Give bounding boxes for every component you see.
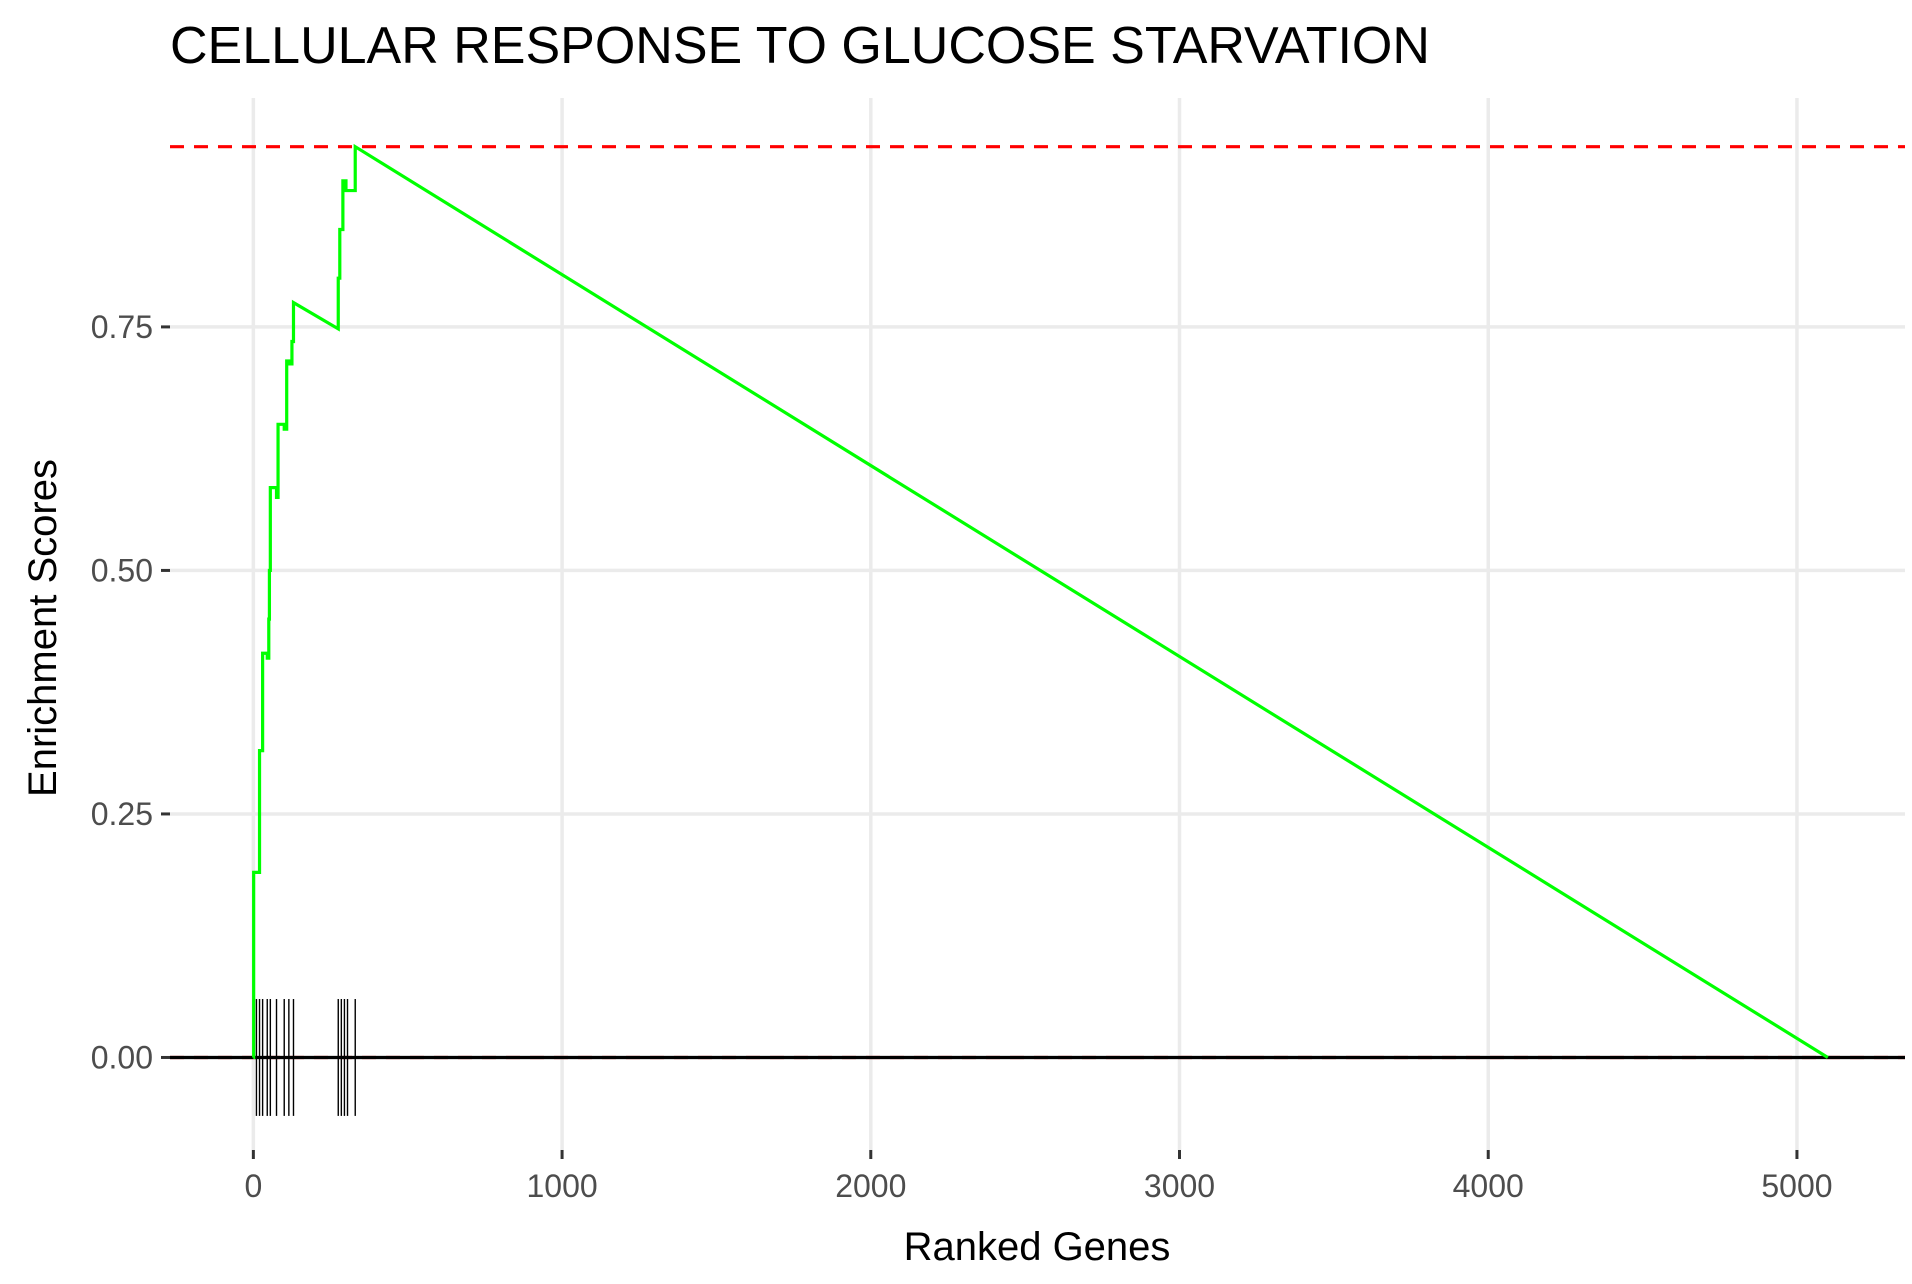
- x-tick-label: 5000: [1761, 1168, 1832, 1204]
- x-tick-label: 4000: [1453, 1168, 1524, 1204]
- reference-lines: [170, 145, 1905, 1060]
- x-tick-label: 1000: [526, 1168, 597, 1204]
- chart-title: CELLULAR RESPONSE TO GLUCOSE STARVATION: [170, 17, 1430, 75]
- grid-layer: [170, 98, 1905, 1150]
- y-tick-label: 0.00: [91, 1039, 153, 1075]
- axis-layer: 0.00 0.25 0.50 0.75 0 1000 2000 3000 4000 5000: [91, 309, 1833, 1204]
- x-axis-title: Ranked Genes: [904, 1225, 1171, 1269]
- x-tick-label: 0: [244, 1168, 262, 1204]
- y-tick-label: 0.75: [91, 309, 153, 345]
- x-tick-label: 3000: [1144, 1168, 1215, 1204]
- y-tick-label: 0.25: [91, 796, 153, 832]
- y-tick-label: 0.50: [91, 552, 153, 588]
- gene-hit-ticks: [255, 999, 356, 1116]
- enrichment-score-line: [252, 143, 1829, 1060]
- y-axis-title: Enrichment Scores: [21, 459, 65, 797]
- x-tick-label: 2000: [835, 1168, 906, 1204]
- series-layer: [252, 143, 1829, 1060]
